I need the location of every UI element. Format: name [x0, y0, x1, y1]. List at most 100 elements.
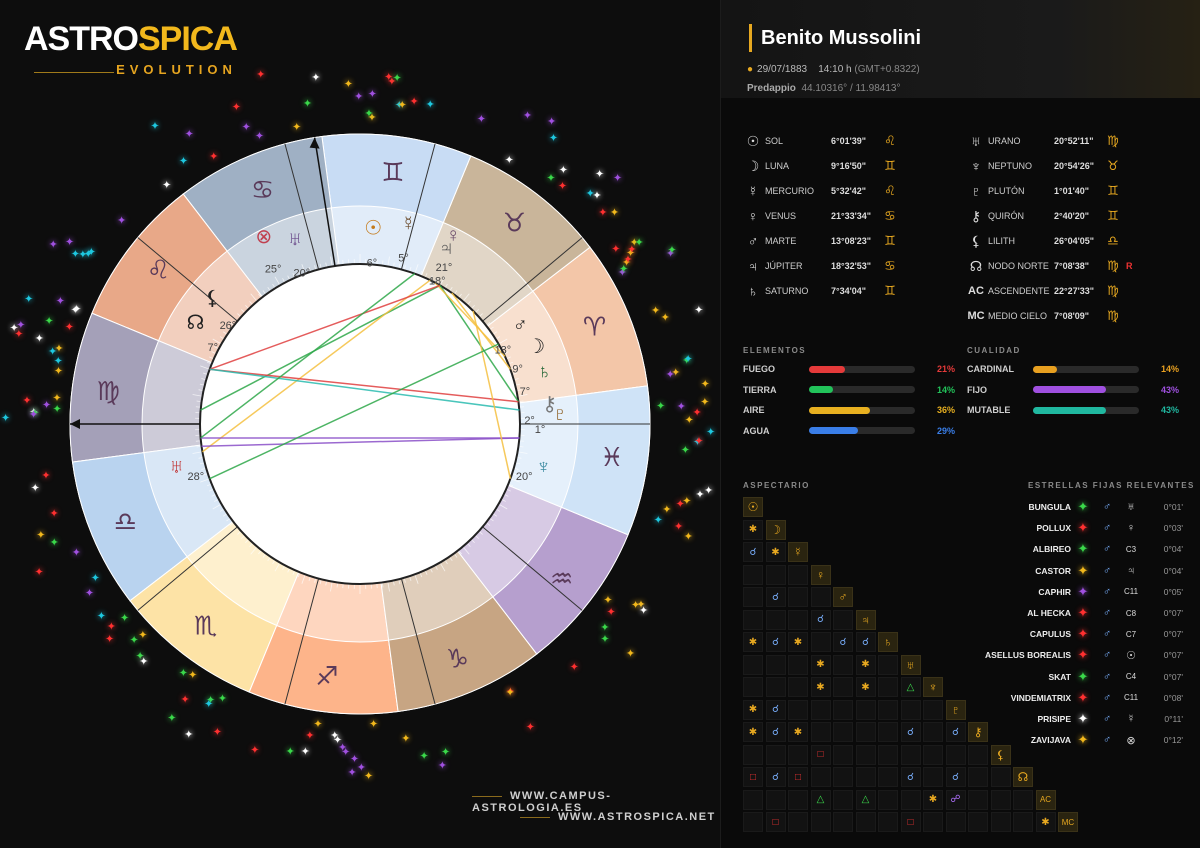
- star-icon: ✦: [1077, 499, 1089, 514]
- background-star: ✦: [523, 110, 532, 122]
- aspect-cell: [855, 744, 876, 765]
- bar-label: TIERRA: [743, 384, 777, 395]
- aspect-planet-icon: ☊: [1013, 767, 1033, 787]
- house-cusp-line: [400, 143, 436, 270]
- star-orb: 0°03': [1163, 523, 1183, 534]
- logo-underline: [34, 72, 114, 73]
- aspect-cell: [788, 654, 808, 675]
- degree-tick: [510, 365, 520, 370]
- background-star: ✦: [72, 303, 81, 315]
- aspect-cell: [990, 789, 1011, 810]
- aspect-cell: [855, 812, 876, 832]
- background-star: ✦: [681, 444, 690, 456]
- planet-degree: 1°01'40": [1054, 186, 1090, 196]
- background-star: ✦: [671, 367, 680, 379]
- degree-tick: [498, 338, 508, 345]
- aspect-cell: [765, 677, 786, 697]
- star-orb: 0°11': [1164, 714, 1183, 724]
- background-star: ✦: [162, 180, 171, 192]
- aspect-cell: [765, 564, 786, 585]
- background-star: ✦: [54, 366, 63, 378]
- planet-name: URANO: [988, 136, 1021, 146]
- zodiac-sign-icon: ♒: [550, 563, 573, 593]
- bar-percent: 43%: [1160, 384, 1179, 395]
- planet-icon: AC: [968, 285, 984, 297]
- zodiac-sign-icon: ♑: [446, 644, 469, 674]
- star-point: C3: [1125, 544, 1137, 554]
- background-star: ✦: [150, 121, 159, 133]
- background-star: ✦: [29, 406, 38, 418]
- background-star: ✦: [209, 151, 218, 163]
- star-point: C7: [1125, 629, 1137, 639]
- degree-tick: [439, 562, 446, 572]
- planet-icon: ⚷: [970, 207, 982, 224]
- degree-tick: [192, 394, 203, 397]
- bar-fill: [1033, 365, 1057, 373]
- background-star: ✦: [570, 661, 579, 673]
- aspect-cell: [900, 744, 921, 765]
- star-icon: ✦: [1077, 689, 1089, 705]
- aspect-cell: [1013, 812, 1033, 832]
- aspect-cell: [833, 789, 853, 810]
- background-star: ✦: [701, 379, 710, 391]
- planet-degree-label: 20°: [294, 267, 311, 279]
- zodiac-sign-icon: ♏: [194, 611, 217, 641]
- aspect-cell: ☌: [945, 767, 966, 787]
- aspect-cell: △: [855, 789, 876, 810]
- background-star: ✦: [213, 726, 222, 738]
- zodiac-sign-icon: ♋: [251, 174, 274, 204]
- star-icon: ✦: [1077, 626, 1089, 642]
- planet-icon: ☊: [969, 257, 983, 274]
- background-star: ✦: [350, 753, 359, 765]
- ascendant-arrow: [70, 419, 80, 429]
- url-astrospica[interactable]: WWW.ASTROSPICA.NET: [520, 811, 716, 823]
- star-name: BUNGULA: [1028, 502, 1072, 512]
- planet-sign-icon: ♎: [1107, 233, 1119, 248]
- distribution-bar: AIRE 36%: [743, 401, 955, 419]
- url-campus[interactable]: WWW.CAMPUS-ASTROLOGIA.ES: [472, 790, 612, 814]
- background-star: ✦: [180, 694, 189, 706]
- star-point: ⊗: [1126, 734, 1136, 747]
- fixed-star-row: ASELLUS BOREALIS ✦ ♂ ☉ 0°07': [971, 645, 1183, 665]
- aspect-planet-icon: ♅: [900, 654, 921, 675]
- aspect-line: [209, 284, 441, 370]
- planet-sign-icon: ♊: [884, 158, 896, 173]
- background-star: ✦: [167, 713, 176, 725]
- fixed-star-row: ZAVIJAVA ✦ ♂ ⊗ 0°12': [971, 730, 1183, 750]
- zodiac-sign-icon: ♉: [503, 207, 526, 237]
- background-star: ✦: [695, 489, 704, 501]
- star-name: ZAVIJAVA: [1030, 735, 1071, 746]
- background-star: ✦: [627, 244, 636, 256]
- aspect-line: [201, 437, 520, 448]
- degree-tick: [414, 574, 419, 584]
- natal-chart-wheel: ✦ ✦ ✦ ✦ ✦ ✦ ✦ ✦ ✦ ✦ ✦ ✦ ✦ ✦ ✦ ✦ ✦ ✦ ✦ ✦ ✦ ✦ ✦ ✦ ✦ ✦ ✦ ✦ ✦ ✦ ✦ ✦ ✦ ✦ ✦ ✦ ✦ ✦ ✦ ✦…: [1, 69, 715, 782]
- bar-track: [809, 365, 915, 373]
- aspect-cell: [810, 632, 831, 652]
- aspect-cell: ✱: [743, 699, 763, 720]
- background-star: ✦: [138, 629, 147, 641]
- planet-sign-icon: ♋: [884, 208, 896, 223]
- bar-percent: 36%: [936, 405, 955, 415]
- background-star: ✦: [71, 305, 80, 317]
- star-aspect-icon: ♂: [1102, 649, 1112, 662]
- zodiac-sign-icon: ♈: [583, 312, 606, 342]
- fixed-star-row: ALBIREO ✦ ♂ C3 0°04': [971, 539, 1183, 559]
- mc-arrow: [309, 137, 320, 149]
- bar-track: [1033, 365, 1139, 373]
- aspect-cell: [968, 744, 988, 765]
- background-star: ✦: [694, 435, 703, 447]
- degree-tick: [510, 478, 520, 483]
- planet-name: JÚPITER: [765, 261, 803, 271]
- aspect-cell: [878, 654, 898, 675]
- aspect-cell: [968, 812, 988, 832]
- planet-name: LILITH: [988, 236, 1016, 246]
- bar-fill: [1033, 386, 1106, 393]
- zodiac-sign-icon: ♎: [114, 506, 137, 536]
- degree-tick: [212, 338, 222, 345]
- distribution-bar: MUTABLE 43%: [967, 401, 1179, 419]
- star-point: C8: [1125, 608, 1137, 618]
- background-star: ✦: [120, 612, 129, 624]
- background-star: ✦: [384, 72, 393, 84]
- planet-name: SATURNO: [765, 286, 809, 296]
- degree-tick: [462, 546, 470, 555]
